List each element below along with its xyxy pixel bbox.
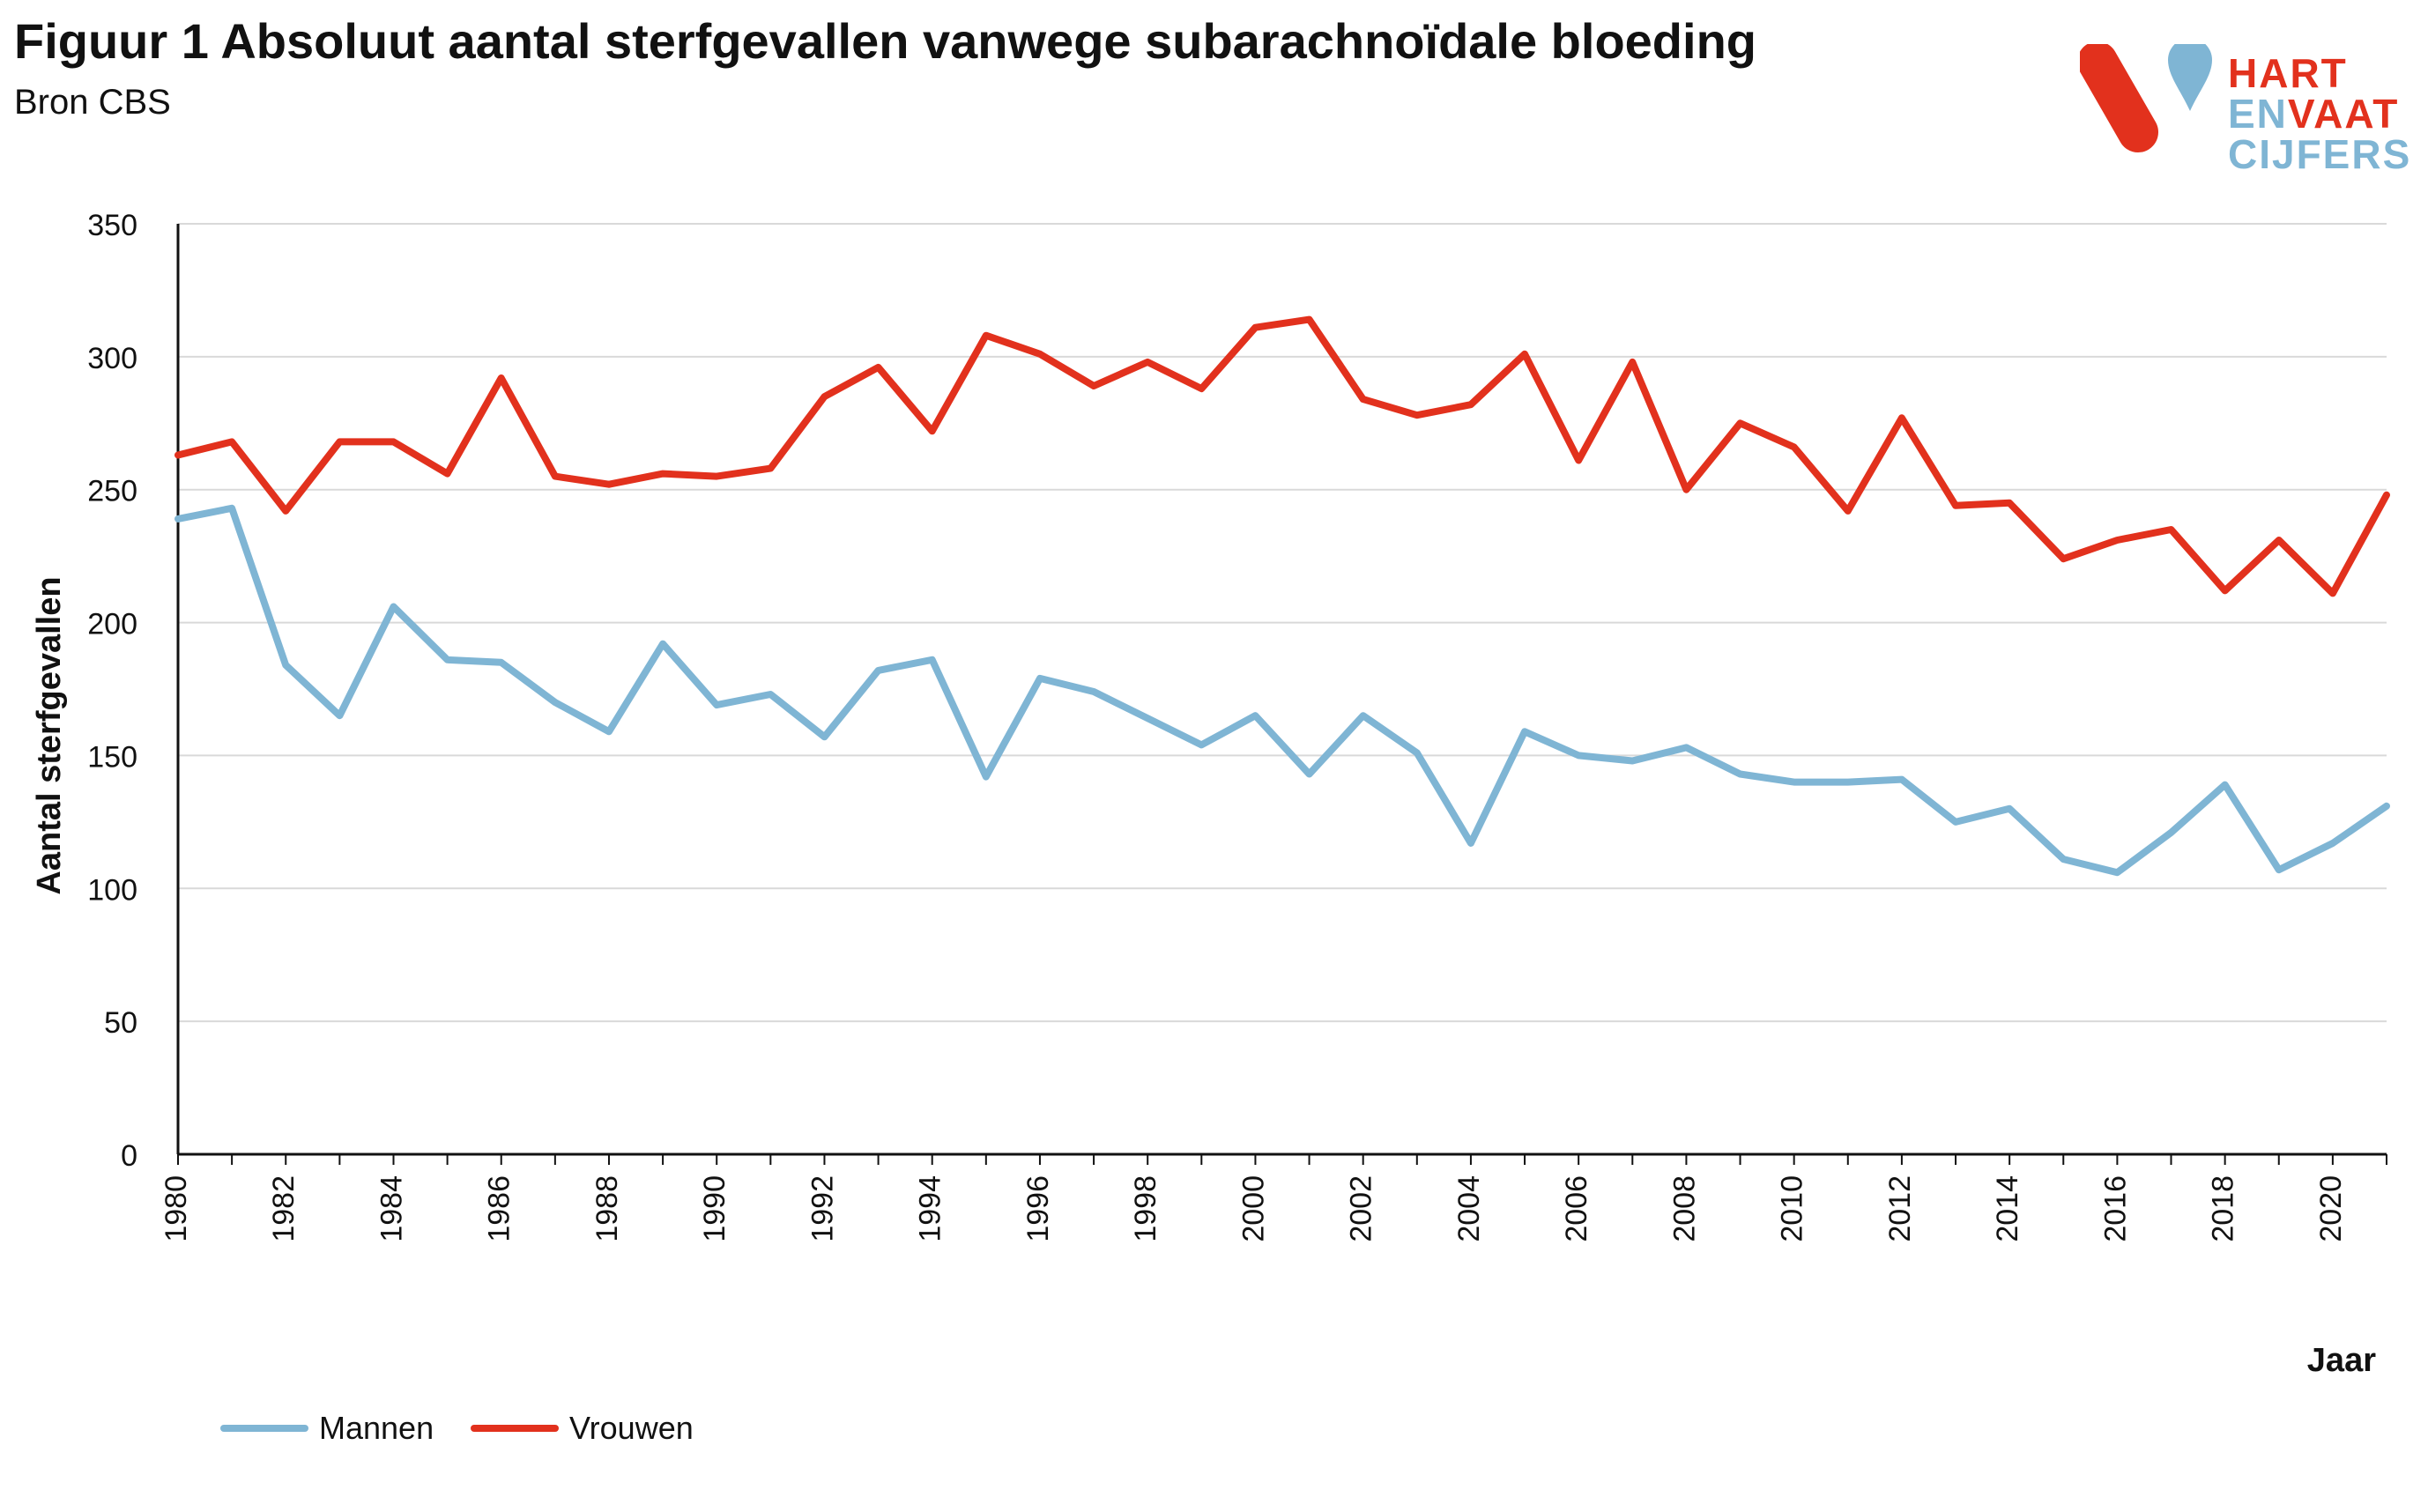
logo-text-en: EN [2228,91,2288,137]
y-tick-label: 200 [87,608,137,641]
legend-label-vrouwen: Vrouwen [569,1410,694,1446]
logo-red-bar [2080,44,2158,152]
x-tick-label: 2000 [1236,1175,1270,1242]
x-tick-label: 2002 [1345,1175,1378,1242]
x-tick-label: 1994 [914,1175,947,1242]
x-axis-label: Jaar [2307,1342,2376,1379]
x-tick-label: 1988 [590,1175,624,1242]
logo-text-cijfers: CIJFERS [2228,131,2412,177]
y-tick-label: 100 [87,873,137,907]
legend-item-mannen: Mannen [220,1410,434,1447]
legend-swatch-vrouwen [471,1425,559,1432]
y-tick-label: 0 [121,1139,137,1173]
legend-label-mannen: Mannen [319,1410,434,1446]
x-tick-label: 1992 [806,1175,839,1242]
legend-swatch-mannen [220,1425,308,1432]
y-tick-labels: 0 50 100 150 200 250 300 350 [87,209,137,1173]
x-tick-label: 1986 [483,1175,516,1242]
x-tick-label: 2010 [1776,1175,1809,1242]
x-tick-label: 1990 [698,1175,731,1242]
series-line-mannen [174,504,2390,877]
y-tick-label: 250 [87,475,137,508]
logo-shapes [2080,44,2212,152]
series-lines [174,315,2390,877]
x-tick-label: 2004 [1452,1175,1486,1242]
x-tick-label: 2018 [2207,1175,2240,1242]
x-tick-label: 1984 [375,1175,408,1242]
series-line-vrouwen [174,315,2390,597]
logo-text-vaat: VAAT [2287,91,2400,137]
x-tick-labels: 1980 1982 1984 1986 1988 1990 1992 1994 1996 1998… [160,1175,2348,1242]
y-tick-label: 150 [87,740,137,774]
x-tick-label: 1996 [1021,1175,1055,1242]
x-tick-label: 2008 [1667,1175,1701,1242]
logo-text-hart: HART [2228,50,2348,96]
y-axis-label: Aantal sterfgevallen [31,576,68,894]
x-tick-label: 2006 [1560,1175,1593,1242]
y-tick-label: 50 [104,1006,137,1040]
x-tick-label: 2012 [1883,1175,1917,1242]
x-tick-label: 1980 [160,1175,193,1242]
page-title: Figuur 1 Absoluut aantal sterfgevallen v… [14,13,1756,69]
x-tick-label: 1998 [1129,1175,1162,1242]
legend-item-vrouwen: Vrouwen [471,1410,694,1447]
x-tick-label: 1982 [267,1175,301,1242]
gridlines [178,223,2387,1023]
x-tick-label: 2016 [2098,1175,2132,1242]
logo-blue-drop [2168,44,2212,111]
axes [176,224,2387,1165]
y-tick-label: 300 [87,342,137,375]
y-tick-label: 350 [87,209,137,242]
logo-text-line2: ENVAAT [2228,93,2399,134]
x-tick-label: 2020 [2314,1175,2348,1242]
source-label: Bron CBS [14,83,171,122]
x-tick-label: 2014 [1991,1175,2024,1242]
